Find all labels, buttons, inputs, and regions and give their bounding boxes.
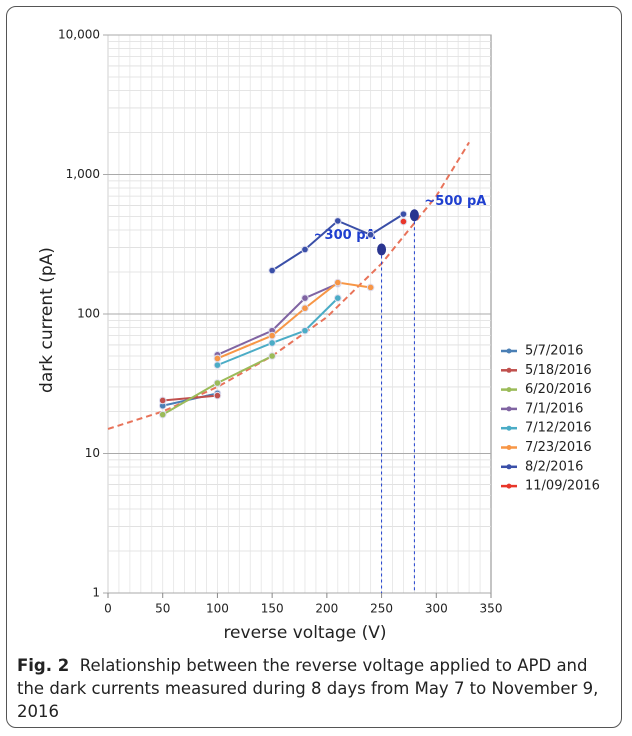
data-point: [301, 245, 309, 254]
x-tick-label: 0: [104, 602, 112, 616]
caption: Fig. 2 Relationship between the reverse …: [17, 654, 617, 723]
x-tick-label: 100: [206, 602, 229, 616]
y-tick-label: 100: [77, 307, 100, 321]
legend-label: 7/12/2016: [525, 421, 592, 436]
annotation-label: ~500 pA: [424, 194, 486, 209]
data-point: [268, 352, 276, 360]
x-tick-label: 50: [155, 602, 170, 616]
legend-marker: [506, 445, 512, 450]
legend-label: 7/1/2016: [525, 401, 583, 416]
x-tick-label: 200: [315, 602, 338, 616]
data-point: [213, 354, 222, 363]
legend-label: 5/7/2016: [525, 344, 583, 359]
data-point: [301, 304, 309, 313]
legend-marker: [506, 425, 512, 431]
legend-marker: [506, 387, 512, 393]
x-tick-label: 350: [480, 602, 503, 616]
legend-marker: [506, 348, 512, 354]
y-tick-label: 10,000: [58, 28, 100, 42]
legend-marker: [506, 367, 512, 373]
y-axis-label: dark current (pA): [37, 247, 57, 393]
data-point: [334, 294, 342, 302]
data-point: [399, 217, 408, 226]
caption-label: Fig. 2: [17, 656, 70, 675]
data-point: [334, 278, 342, 287]
data-point: [213, 361, 222, 369]
legend-label: 5/18/2016: [525, 363, 592, 378]
x-tick-label: 300: [425, 602, 448, 616]
x-axis-label: reverse voltage (V): [223, 623, 386, 643]
series-line: [217, 297, 339, 367]
chart: reverse voltage (V) dark current (pA) 11…: [37, 28, 600, 644]
legend-label: 11/09/2016: [525, 479, 600, 494]
data-point: [268, 331, 276, 340]
legend-marker: [506, 483, 512, 489]
legend-marker: [506, 406, 512, 412]
annotation-point: [409, 209, 419, 222]
y-tick-label: 10: [85, 446, 100, 460]
annotation-point: [377, 243, 387, 256]
legend-label: 8/2/2016: [525, 459, 583, 474]
data-point: [158, 410, 167, 419]
data-point: [213, 391, 222, 400]
fit-line: [107, 141, 470, 430]
data-point: [301, 326, 309, 335]
data-point: [334, 217, 342, 225]
y-tick-label: 1: [92, 586, 100, 600]
legend-label: 7/23/2016: [525, 440, 592, 455]
data-point: [268, 266, 276, 275]
data-point: [399, 210, 408, 218]
series-line: [217, 282, 339, 356]
data-point: [213, 379, 222, 387]
data-point: [158, 396, 167, 405]
legend-label: 6/20/2016: [525, 382, 592, 397]
data-point: [366, 283, 375, 292]
data-point: [268, 339, 276, 347]
x-tick-label: 250: [370, 602, 393, 616]
x-tick-label: 150: [261, 602, 284, 616]
data-point: [301, 294, 309, 302]
y-tick-label: 1,000: [66, 167, 100, 181]
caption-text: Relationship between the reverse voltage…: [17, 656, 599, 721]
data-point: [366, 230, 375, 239]
legend-marker: [506, 464, 512, 470]
annotation-label: ~300 pA: [314, 228, 376, 243]
